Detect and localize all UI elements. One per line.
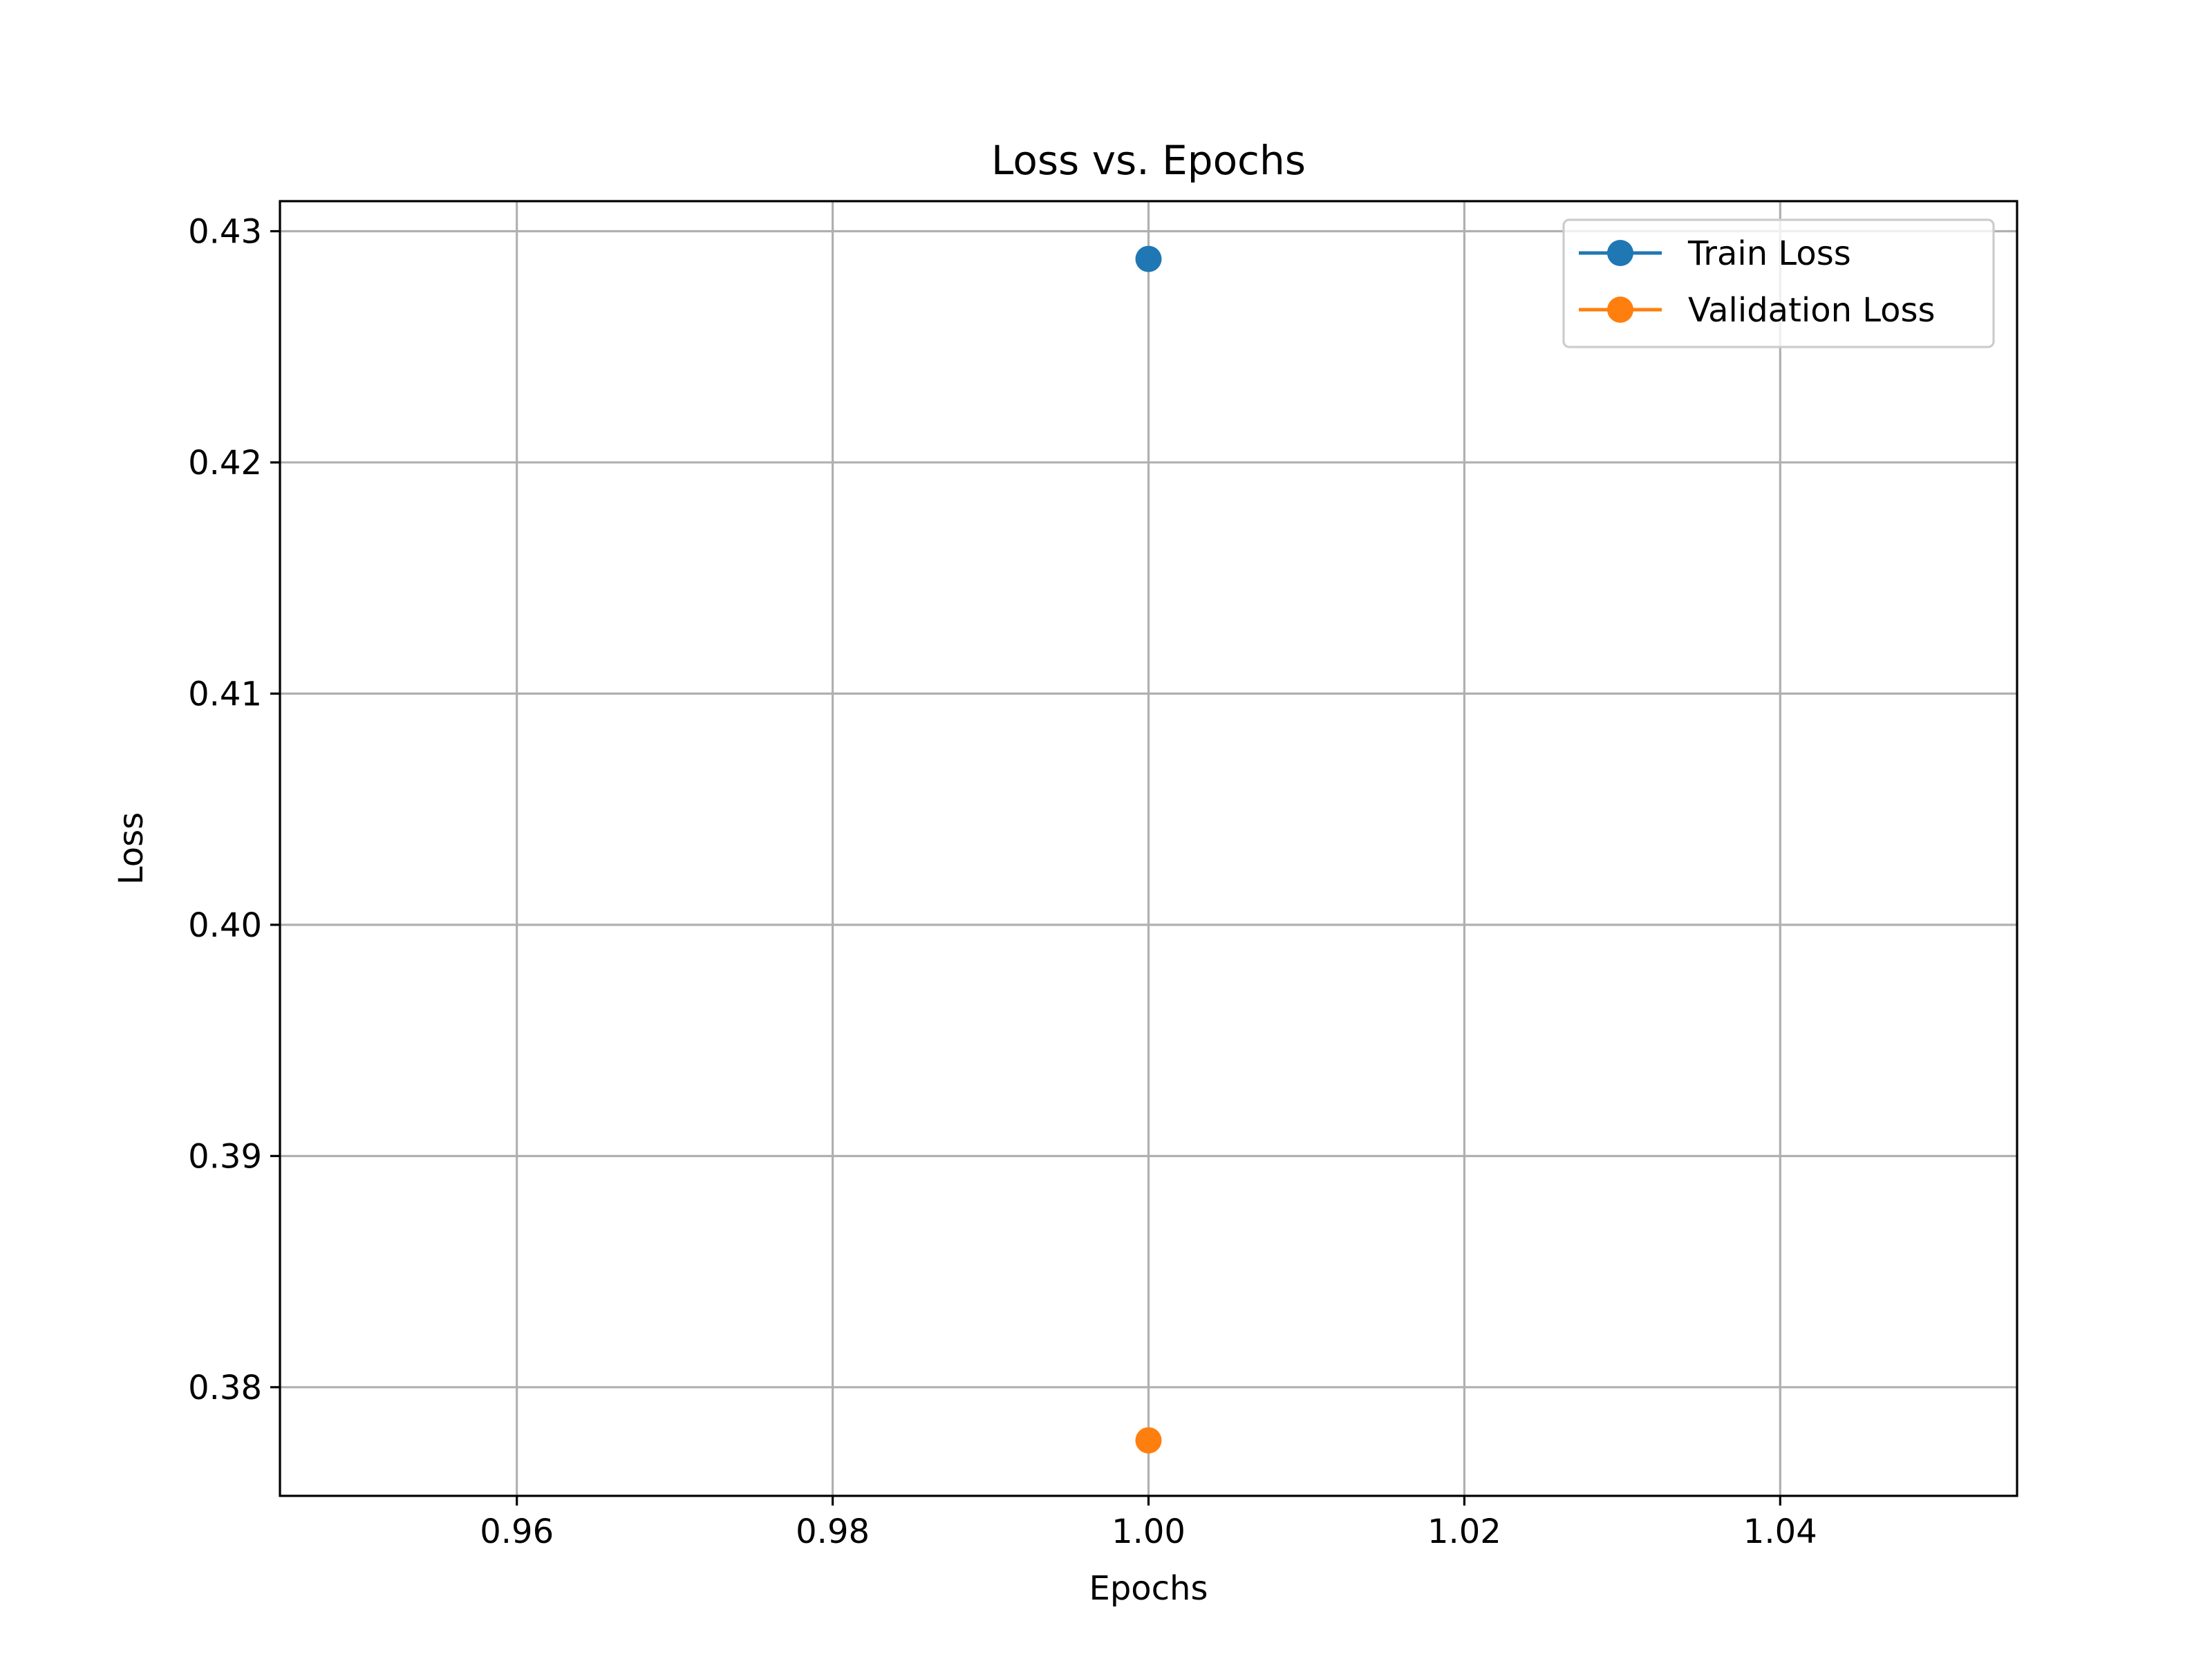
legend-label-train-loss: Train Loss — [1687, 234, 1851, 273]
x-tick-label: 0.96 — [480, 1512, 554, 1551]
x-tick-label: 1.02 — [1427, 1512, 1501, 1551]
x-tick-label: 0.98 — [796, 1512, 870, 1551]
legend-label-validation-loss: Validation Loss — [1688, 291, 1936, 330]
y-axis-label: Loss — [112, 812, 151, 885]
legend: Train Loss Validation Loss — [1562, 218, 1995, 348]
y-tick-label: 0.42 — [188, 444, 262, 482]
y-tick-label: 0.43 — [188, 212, 262, 251]
y-tick-label: 0.38 — [188, 1369, 262, 1407]
plot-frame — [279, 200, 2018, 1497]
series — [1135, 245, 1162, 1454]
x-tick-label: 1.00 — [1112, 1512, 1185, 1551]
legend-marker-train-loss — [1607, 240, 1633, 266]
axis-ticks: 0.96 0.98 1.00 1.02 1.04 0.38 0.39 0.40 0.41 0.42… — [188, 212, 1817, 1551]
validation-loss-point — [1135, 1427, 1162, 1454]
train-loss-point — [1135, 245, 1162, 272]
x-tick-label: 1.04 — [1743, 1512, 1817, 1551]
chart-title: Loss vs. Epochs — [991, 137, 1306, 184]
y-tick-label: 0.41 — [188, 675, 262, 713]
legend-marker-validation-loss — [1607, 297, 1633, 323]
y-tick-label: 0.40 — [188, 906, 262, 945]
x-axis-label: Epochs — [1089, 1569, 1208, 1608]
y-tick-label: 0.39 — [188, 1137, 262, 1176]
legend-box — [1562, 218, 1995, 348]
